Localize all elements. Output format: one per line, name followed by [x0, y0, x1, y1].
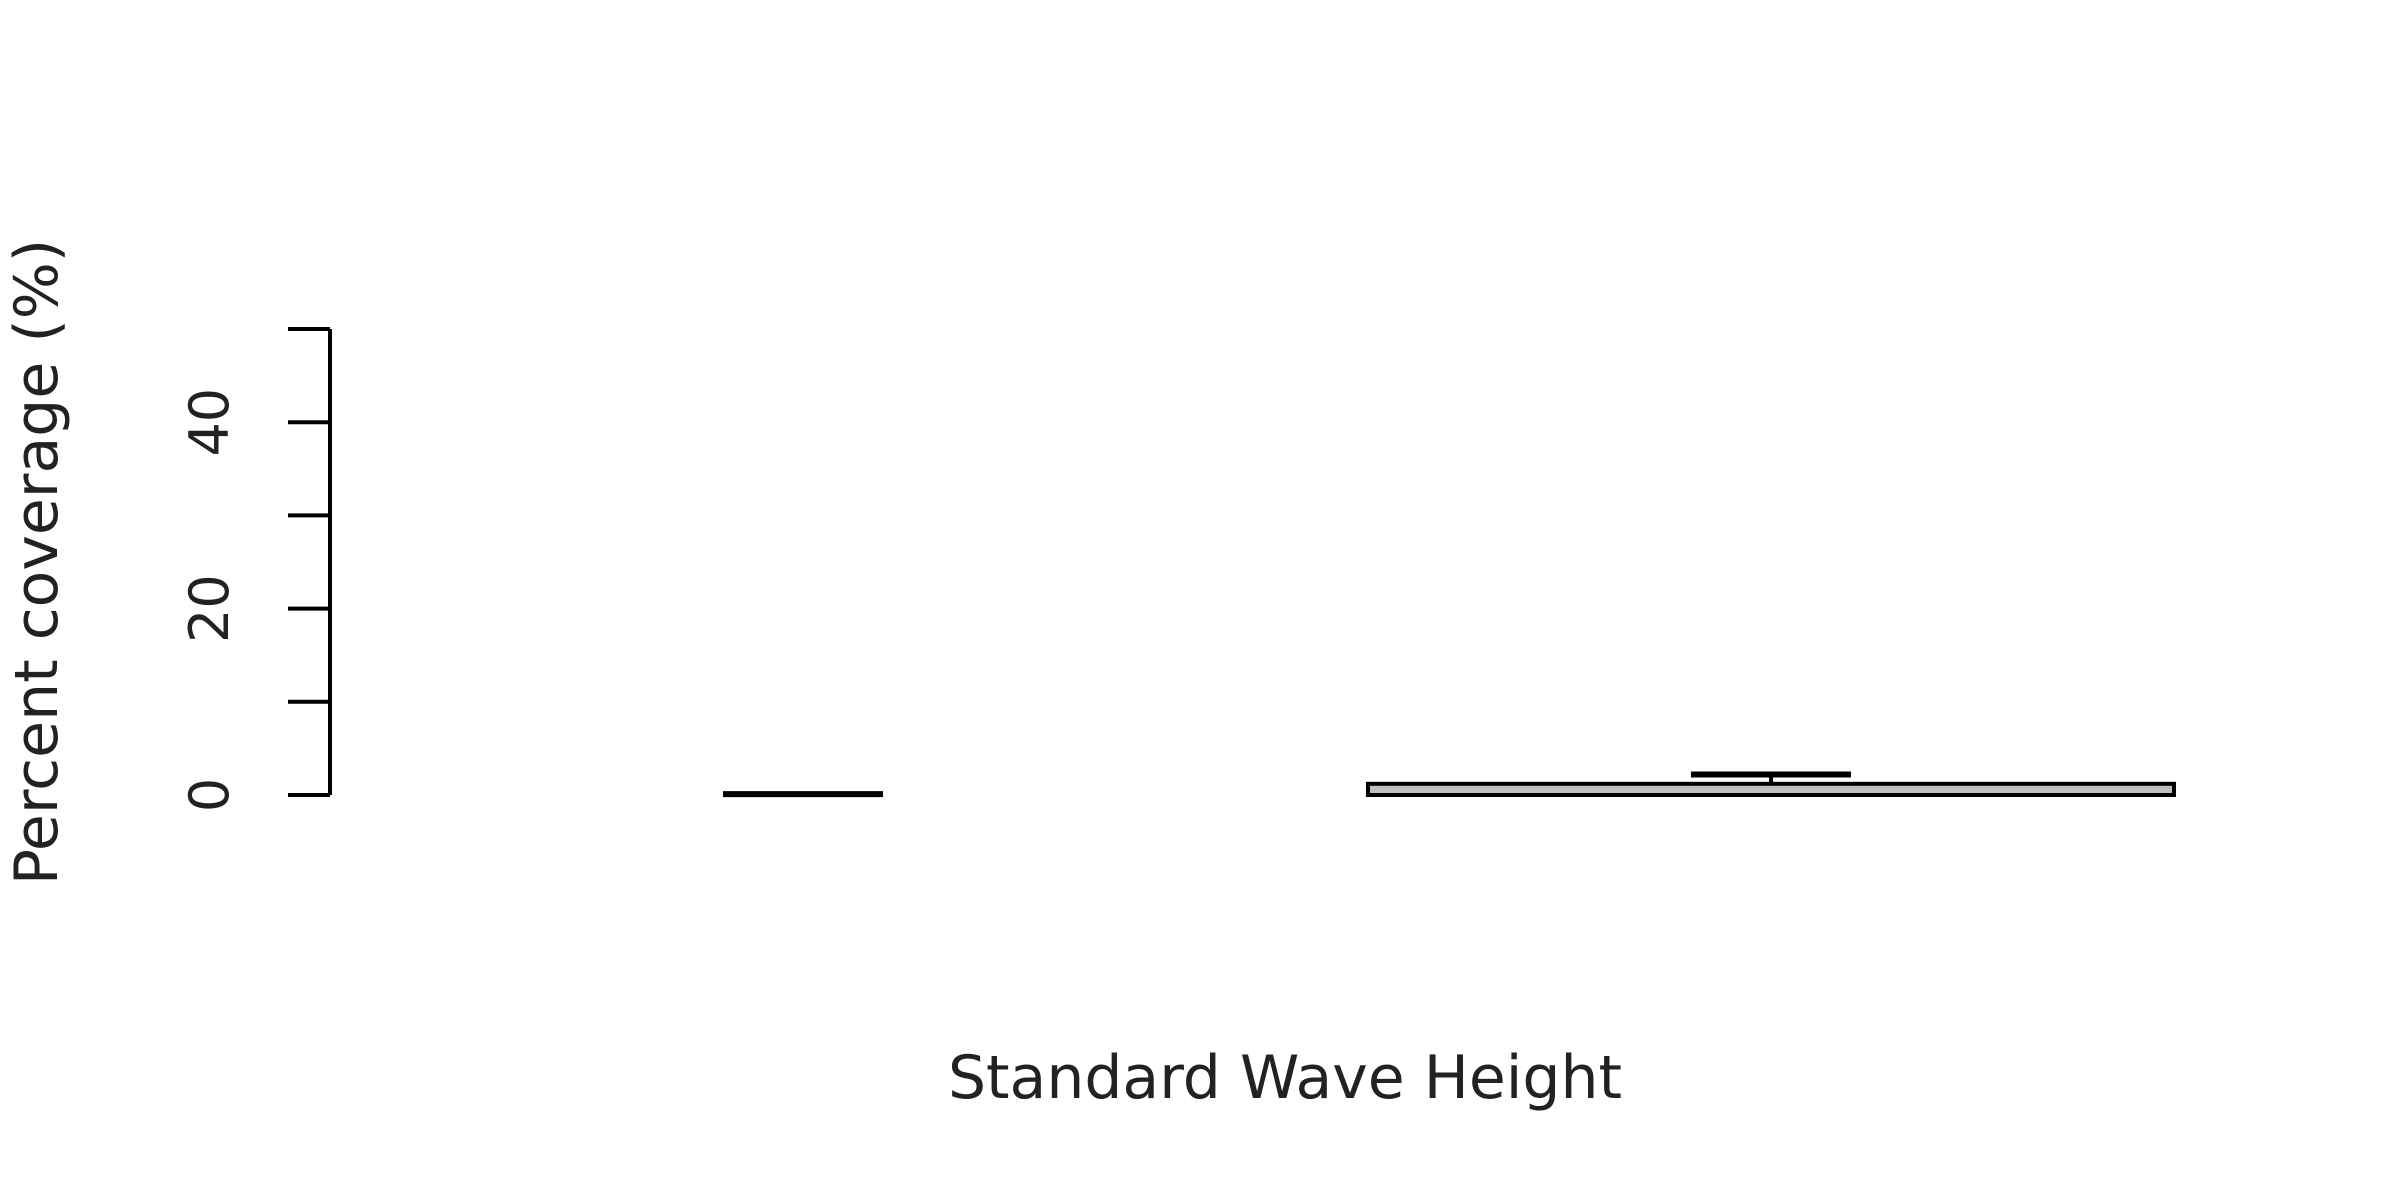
- bar: [1366, 781, 2176, 797]
- error-bars: [723, 771, 1851, 798]
- y-axis: 0 20 40: [178, 327, 332, 812]
- y-tick-label: 0: [178, 778, 241, 812]
- bars: [1366, 781, 2176, 797]
- y-tick-label: 40: [178, 388, 241, 457]
- x-axis-title: Standard Wave Height: [948, 1043, 1622, 1113]
- y-tick-label: 20: [178, 574, 241, 643]
- y-axis-title: Percent coverage (%): [2, 239, 72, 885]
